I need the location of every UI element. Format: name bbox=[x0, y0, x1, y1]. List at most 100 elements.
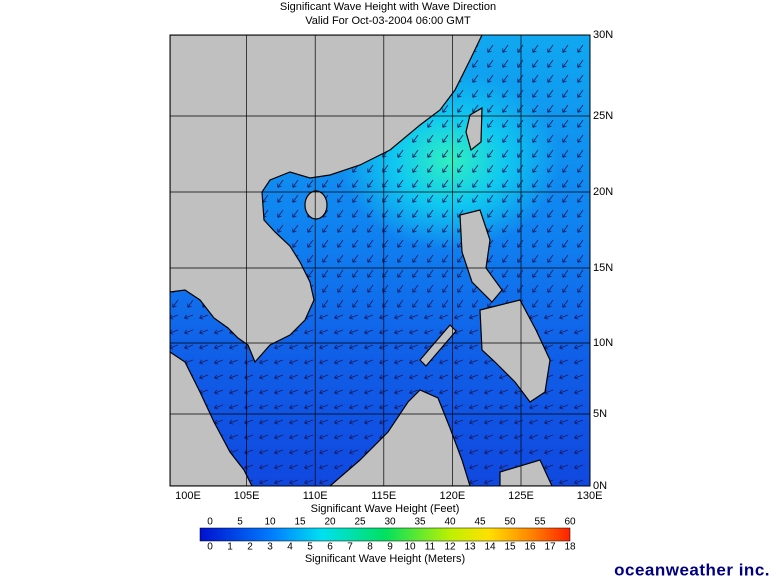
wave-arrow bbox=[337, 269, 344, 278]
wave-arrow bbox=[274, 449, 284, 455]
wave-arrow bbox=[442, 209, 449, 218]
wave-arrow bbox=[502, 239, 509, 248]
wave-arrow bbox=[577, 104, 584, 113]
wave-arrow bbox=[229, 344, 239, 350]
wave-arrow bbox=[487, 209, 494, 218]
wave-arrow bbox=[472, 194, 479, 203]
feet-tick-label: 15 bbox=[294, 517, 306, 528]
wave-arrow bbox=[544, 404, 554, 410]
wave-arrow bbox=[484, 374, 494, 380]
wave-arrow bbox=[502, 44, 509, 53]
graticule bbox=[170, 35, 590, 486]
meters-tick-label: 8 bbox=[367, 542, 373, 553]
wave-arrow bbox=[499, 434, 509, 440]
meters-tick-label: 15 bbox=[504, 542, 516, 553]
wave-arrow bbox=[304, 464, 314, 470]
wave-arrow bbox=[427, 254, 434, 263]
wave-arrow bbox=[559, 314, 569, 320]
wave-arrow bbox=[367, 284, 374, 293]
wave-arrow bbox=[547, 209, 554, 218]
wave-arrow bbox=[454, 404, 464, 410]
wave-arrow bbox=[394, 344, 404, 350]
colorbar bbox=[199, 527, 571, 542]
wave-arrow bbox=[454, 314, 464, 320]
wave-arrow bbox=[562, 284, 569, 293]
wave-arrow bbox=[229, 404, 239, 410]
wave-arrow bbox=[394, 314, 404, 320]
wave-arrow bbox=[334, 344, 344, 350]
wave-arrow bbox=[289, 419, 299, 425]
wave-arrow bbox=[292, 179, 299, 188]
wave-arrow bbox=[349, 404, 359, 410]
luzon bbox=[459, 209, 503, 303]
feet-tick-label: 5 bbox=[237, 517, 243, 528]
wave-arrow bbox=[574, 359, 584, 365]
wave-arrow bbox=[322, 254, 329, 263]
wave-arrow bbox=[469, 314, 479, 320]
wave-arrow bbox=[562, 299, 569, 308]
wave-arrow bbox=[547, 224, 554, 233]
wave-arrow bbox=[214, 344, 224, 350]
wave-arrow bbox=[172, 299, 179, 308]
wave-arrow bbox=[532, 194, 539, 203]
wave-arrow bbox=[472, 59, 479, 68]
wave-arrow bbox=[319, 374, 329, 380]
wave-arrow bbox=[499, 404, 509, 410]
wave-arrow bbox=[364, 344, 374, 350]
wave-arrow bbox=[289, 404, 299, 410]
wave-arrow bbox=[484, 389, 494, 395]
wave-arrow bbox=[502, 74, 509, 83]
wave-arrow bbox=[289, 344, 299, 350]
wave-arrow bbox=[307, 179, 314, 188]
latitude-label: 5N bbox=[593, 408, 607, 420]
wave-arrow bbox=[547, 299, 554, 308]
wave-arrow bbox=[457, 194, 464, 203]
wave-arrow bbox=[412, 149, 419, 158]
wave-arrow bbox=[514, 434, 524, 440]
wave-arrow bbox=[304, 479, 314, 485]
wave-arrow bbox=[397, 239, 404, 248]
wave-arrow bbox=[544, 464, 554, 470]
wave-arrow bbox=[337, 194, 344, 203]
wave-arrow bbox=[442, 239, 449, 248]
wave-arrow bbox=[532, 74, 539, 83]
wave-arrow bbox=[367, 299, 374, 308]
feet-tick-label: 0 bbox=[207, 517, 213, 528]
wave-arrow bbox=[337, 299, 344, 308]
wave-arrow bbox=[277, 209, 284, 218]
longitude-label: 110E bbox=[303, 490, 328, 502]
wave-arrow bbox=[424, 314, 434, 320]
wave-arrow bbox=[532, 59, 539, 68]
wave-arrow bbox=[427, 179, 434, 188]
wave-arrow bbox=[364, 374, 374, 380]
wave-arrow bbox=[427, 194, 434, 203]
wave-arrow bbox=[334, 314, 344, 320]
feet-tick-label: 10 bbox=[264, 517, 276, 528]
wave-arrow bbox=[577, 284, 584, 293]
wave-arrow bbox=[502, 164, 509, 173]
meters-tick-label: 3 bbox=[267, 542, 273, 553]
wave-arrow bbox=[412, 194, 419, 203]
wave-arrow bbox=[559, 359, 569, 365]
wave-arrow bbox=[412, 134, 419, 143]
wave-arrow bbox=[532, 89, 539, 98]
wave-arrow bbox=[259, 464, 269, 470]
meters-tick-label: 7 bbox=[347, 542, 353, 553]
wave-arrow bbox=[469, 374, 479, 380]
wave-arrow bbox=[367, 239, 374, 248]
wave-arrow bbox=[469, 479, 479, 485]
wave-arrow bbox=[487, 89, 494, 98]
wave-arrow bbox=[199, 329, 209, 335]
wave-arrow bbox=[484, 404, 494, 410]
wave-arrow bbox=[514, 449, 524, 455]
meters-tick-label: 10 bbox=[404, 542, 416, 553]
wave-arrow bbox=[577, 224, 584, 233]
wave-arrow bbox=[472, 74, 479, 83]
wave-arrow bbox=[442, 224, 449, 233]
wave-arrow bbox=[367, 194, 374, 203]
wave-arrow bbox=[547, 254, 554, 263]
wave-arrow bbox=[529, 419, 539, 425]
wave-arrow bbox=[229, 434, 239, 440]
wave-arrow bbox=[487, 179, 494, 188]
wave-arrow bbox=[319, 359, 329, 365]
